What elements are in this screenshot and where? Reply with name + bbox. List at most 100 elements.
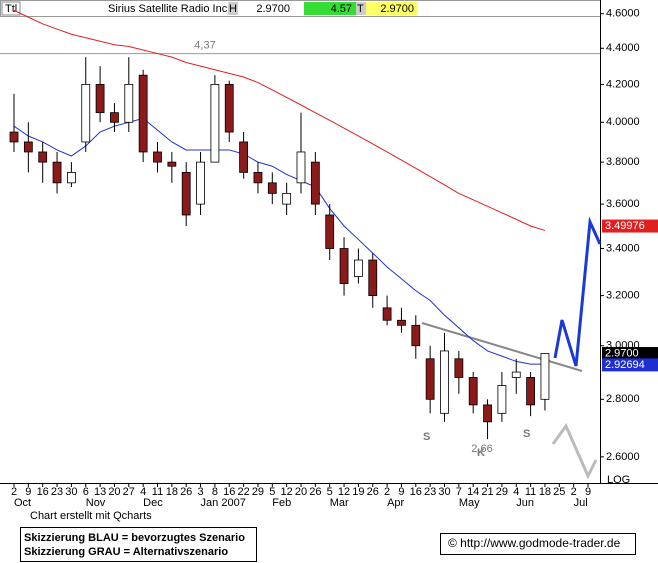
- month-label: Dec: [143, 497, 163, 509]
- x-tick-label: 12: [281, 486, 293, 498]
- x-tick-label: 7: [456, 486, 462, 498]
- candle-body: [440, 350, 449, 414]
- x-tick-label: 18: [539, 486, 551, 498]
- x-tick-label: 16: [223, 486, 235, 498]
- candle-body: [81, 83, 91, 143]
- candle-body: [526, 377, 535, 406]
- y-tick-label: 4.4000: [606, 42, 640, 54]
- level-label: 4,37: [194, 39, 215, 51]
- green-value: 4.57: [331, 3, 352, 15]
- x-tick-label: 2: [384, 486, 390, 498]
- x-tick-label: 30: [438, 486, 450, 498]
- y-tick-label: 2.6000: [606, 451, 640, 463]
- month-label: Nov: [86, 497, 106, 509]
- yellow-box: [366, 2, 418, 15]
- x-tick-label: 3: [197, 486, 203, 498]
- candle-body: [382, 307, 392, 321]
- candle-body: [153, 151, 162, 163]
- symbol-box: [1, 1, 21, 16]
- x-tick-label: 2: [571, 486, 577, 498]
- price-tag-label: 2.92694: [605, 359, 645, 371]
- t-box: [356, 2, 366, 15]
- average-line: [13, 117, 545, 365]
- candle-body: [196, 161, 205, 205]
- candle-body: [138, 74, 148, 153]
- y-tick-label: 4.2000: [606, 78, 640, 90]
- x-tick-label: 25: [553, 486, 565, 498]
- candle-body: [454, 358, 464, 378]
- candle-body: [468, 377, 478, 406]
- x-tick-label: 21: [481, 486, 493, 498]
- legend-line: Skizzierung GRAU = Alternativszenario: [24, 546, 228, 558]
- x-tick-label: 9: [398, 486, 404, 498]
- y-tick-label: 4.0000: [606, 116, 640, 128]
- candle-body: [210, 83, 220, 163]
- pattern-label: S: [523, 428, 530, 440]
- candle-body: [397, 319, 406, 326]
- candle-body: [9, 131, 19, 143]
- x-tick-label: 27: [123, 486, 135, 498]
- candle-body: [483, 404, 492, 423]
- x-tick-label: 29: [252, 486, 264, 498]
- x-tick-label: 19: [352, 486, 364, 498]
- candle-body: [339, 248, 349, 284]
- month-label: Feb: [272, 497, 291, 509]
- candle-body: [325, 214, 335, 249]
- x-tick-label: 16: [410, 486, 422, 498]
- chart-title: Sirius Satellite Radio Inc.: [108, 3, 230, 15]
- month-label: Jan 2007: [201, 497, 246, 509]
- candle-body: [353, 259, 363, 277]
- candle-body: [425, 358, 435, 400]
- x-tick-label: 11: [525, 486, 536, 498]
- x-tick-label: 23: [51, 486, 63, 498]
- month-label: Jul: [574, 497, 588, 509]
- candle-body: [52, 161, 62, 184]
- symbol: Ttl: [5, 3, 17, 15]
- x-tick-label: 13: [94, 486, 106, 498]
- x-tick-label: 29: [496, 486, 508, 498]
- price-tag-label: 3.49976: [605, 220, 645, 232]
- y-tick-label: 3.8000: [606, 156, 640, 168]
- green-box: [304, 2, 356, 15]
- price-tag: [602, 347, 658, 361]
- copyright-box: [440, 533, 636, 555]
- candle-body: [282, 193, 292, 205]
- candle-body: [368, 259, 378, 297]
- candle-body: [296, 151, 306, 184]
- candle-body: [124, 83, 134, 123]
- x-tick-label: 8: [212, 486, 218, 498]
- x-tick-label: 20: [108, 486, 120, 498]
- scenario-blue: [553, 216, 602, 367]
- t-value: 2.9700: [380, 3, 414, 15]
- price-tag: [602, 219, 658, 233]
- x-tick-label: 20: [295, 486, 307, 498]
- y-tick-label: 3.2000: [606, 290, 640, 302]
- y-tick-label: 3.4000: [606, 242, 640, 254]
- candle-body: [95, 83, 105, 114]
- candle-body: [267, 182, 277, 194]
- x-tick-label: 26: [309, 486, 321, 498]
- x-tick-label: 5: [327, 486, 333, 498]
- x-tick-label: 9: [585, 486, 591, 498]
- candle-body: [310, 161, 320, 205]
- x-tick-label: 14: [467, 486, 479, 498]
- t-label: T: [357, 3, 364, 15]
- credit: Chart erstellt mit Qcharts: [30, 510, 152, 522]
- candle-body: [239, 141, 249, 173]
- x-tick-label: 12: [338, 486, 350, 498]
- x-tick-label: 4: [140, 486, 146, 498]
- candle-body: [540, 353, 550, 400]
- x-tick-label: 9: [25, 486, 31, 498]
- candle-body: [38, 151, 48, 163]
- candle-body: [224, 83, 234, 133]
- x-tick-label: 2: [11, 486, 17, 498]
- price-tag-label: 2.9700: [605, 347, 639, 359]
- month-label: Apr: [387, 497, 404, 509]
- candle-body: [511, 371, 521, 378]
- h-label: H: [229, 3, 237, 15]
- month-label: Oct: [14, 497, 31, 509]
- candle-body: [411, 324, 421, 347]
- price-tag: [602, 358, 658, 372]
- y-tick-label: 3.6000: [606, 198, 640, 210]
